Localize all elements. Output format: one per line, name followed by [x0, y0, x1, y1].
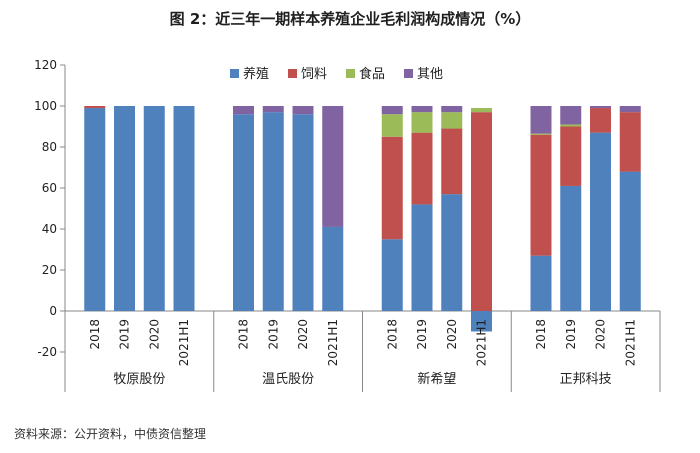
legend-swatch	[404, 69, 413, 78]
legend: 养殖 饲料 食品 其他	[230, 66, 443, 82]
legend-swatch	[346, 69, 355, 78]
bar-segment	[381, 239, 403, 311]
bar-segment	[471, 112, 492, 312]
bar-segment	[381, 136, 403, 240]
x-category-label: 2020	[445, 319, 459, 350]
legend-label: 养殖	[243, 66, 269, 82]
bar-segment	[530, 106, 552, 134]
bar-segment	[560, 185, 582, 311]
x-category-label: 2021H1	[177, 319, 191, 366]
group-label: 温氏股份	[262, 372, 314, 387]
bar-segment	[560, 106, 582, 125]
bar-segment	[173, 106, 195, 311]
bar-segment	[262, 106, 284, 113]
y-tick-label: 100	[34, 99, 57, 113]
y-tick-label: -20	[37, 345, 57, 359]
bar-segment	[322, 226, 344, 311]
x-category-label: 2021H1	[326, 319, 340, 366]
bar-segment	[530, 255, 552, 311]
bar-segment	[233, 114, 254, 311]
legend-swatch	[230, 69, 239, 78]
bar-segment	[411, 106, 433, 113]
bar-segment	[381, 114, 403, 137]
bar-segment	[84, 106, 106, 109]
y-tick-label: 120	[34, 58, 57, 72]
group-label: 正邦科技	[560, 372, 612, 387]
bar-segment	[233, 106, 254, 115]
bar-segment	[441, 194, 463, 311]
x-category-label: 2019	[266, 319, 280, 350]
bar-marks	[84, 106, 641, 332]
bar-segment	[619, 106, 641, 113]
bar-segment	[441, 106, 463, 113]
bar-segment	[441, 112, 463, 129]
x-category-label: 2018	[88, 319, 102, 350]
legend-label: 其他	[417, 67, 443, 82]
x-category-label: 2018	[385, 319, 399, 350]
legend-label: 食品	[359, 66, 385, 82]
bar-segment	[262, 112, 284, 312]
x-category-label: 2019	[415, 319, 429, 350]
bar-segment	[84, 108, 106, 311]
x-category-label: 2019	[118, 319, 132, 350]
bar-segment	[560, 126, 582, 186]
bar-segment	[381, 106, 403, 115]
source-note: 资料来源：公开资料，中债资信整理	[14, 427, 207, 441]
bar-segment	[619, 171, 641, 311]
group-label: 新希望	[417, 371, 456, 387]
y-tick-label: 60	[42, 181, 57, 195]
x-category-label: 2020	[296, 319, 310, 350]
x-category-label: 2020	[147, 319, 161, 350]
x-category-label: 2021H1	[623, 319, 637, 366]
bar-segment	[590, 132, 611, 311]
x-category-label: 2019	[564, 319, 578, 350]
y-tick-label: 0	[49, 304, 57, 318]
x-category-label: 2018	[237, 319, 251, 350]
chart-title: 图 2：近三年一期样本养殖企业毛利润构成情况（%）	[169, 10, 531, 28]
x-category-label: 2018	[534, 319, 548, 350]
bar-segment	[411, 204, 433, 311]
legend-swatch	[288, 69, 297, 78]
bar-segment	[530, 133, 552, 135]
bar-segment	[114, 106, 135, 311]
bar-segment	[560, 124, 582, 127]
bar-segment	[530, 134, 552, 256]
y-tick-label: 80	[42, 140, 57, 154]
x-category-label: 2020	[594, 319, 608, 350]
bar-segment	[590, 106, 611, 109]
bar-segment	[143, 106, 165, 311]
y-tick-label: 20	[42, 263, 57, 277]
bar-segment	[322, 106, 344, 227]
bar-segment	[619, 112, 641, 172]
y-tick-label: 40	[42, 222, 57, 236]
bar-segment	[292, 114, 314, 311]
group-label: 牧原股份	[113, 372, 165, 387]
bar-segment	[471, 311, 492, 332]
bar-segment	[441, 128, 463, 195]
bar-segment	[411, 132, 433, 205]
bar-segment	[411, 112, 433, 133]
bar-segment	[471, 108, 492, 113]
legend-label: 饲料	[301, 67, 327, 82]
bar-segment	[292, 106, 314, 115]
bar-segment	[590, 108, 611, 133]
x-category-label: 2021H1	[475, 319, 489, 366]
axis-labels: -20 0 20 40 60 80 100 120 2018 2019 2020 2021H1 牧原股份…	[34, 58, 637, 387]
